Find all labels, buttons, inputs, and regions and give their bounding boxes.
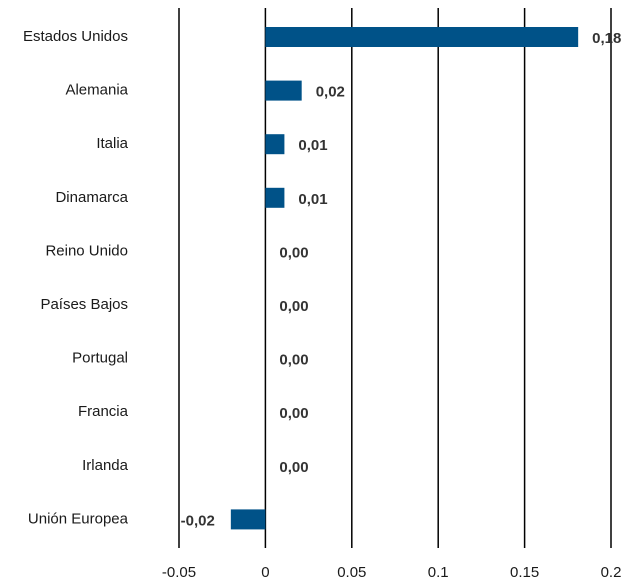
x-tick-label: 0.15 [510, 564, 539, 581]
bar [265, 134, 285, 155]
y-tick-label: Reino Unido [45, 242, 128, 259]
value-label: 0,00 [279, 298, 308, 315]
bar [265, 27, 579, 47]
x-tick-label: -0.05 [162, 564, 196, 581]
x-tick-label: 0 [261, 564, 269, 581]
y-tick-label: Irlanda [82, 457, 129, 474]
x-tick-label: 0.05 [337, 564, 366, 581]
value-label: 0,00 [279, 352, 308, 369]
y-tick-label: Italia [96, 135, 128, 152]
value-label: -0,02 [181, 512, 215, 529]
y-tick-label: Unión Europea [28, 510, 129, 527]
value-label: 0,02 [316, 84, 345, 101]
value-label: 0,00 [279, 244, 308, 261]
x-tick-label: 0.2 [601, 564, 622, 581]
bar [265, 187, 285, 208]
bar [265, 80, 302, 101]
value-label: 0,00 [279, 405, 308, 422]
value-label: 0,00 [279, 459, 308, 476]
y-tick-label: Francia [78, 403, 129, 420]
y-tick-label: Países Bajos [40, 296, 128, 313]
value-label: 0,01 [298, 137, 327, 154]
y-tick-label: Alemania [65, 82, 128, 99]
y-tick-label: Dinamarca [55, 189, 128, 206]
value-label: 0,18 [592, 30, 621, 47]
y-tick-label: Estados Unidos [23, 28, 128, 45]
value-label: 0,01 [298, 191, 327, 208]
y-tick-label: Portugal [72, 350, 128, 367]
x-tick-label: 0.1 [428, 564, 449, 581]
bar [230, 509, 266, 530]
